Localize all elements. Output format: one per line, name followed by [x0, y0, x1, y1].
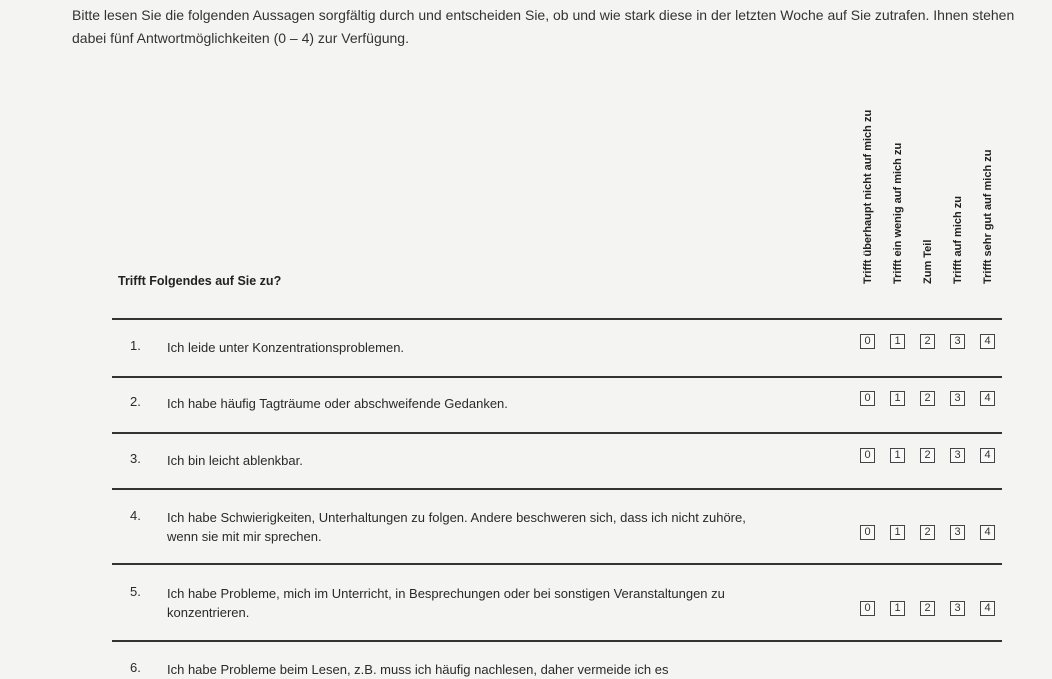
- column-header-1: Trifft ein wenig auf mich zu: [892, 142, 904, 284]
- question-header: Trifft Folgendes auf Sie zu?: [118, 274, 282, 288]
- item-text: Ich habe Probleme beim Lesen, z.B. muss …: [167, 662, 669, 677]
- answer-checkbox-2[interactable]: 2: [920, 391, 935, 406]
- answer-checkbox-4[interactable]: 4: [980, 334, 995, 349]
- answer-checkbox-2[interactable]: 2: [920, 601, 935, 616]
- answer-checkbox-4[interactable]: 4: [980, 391, 995, 406]
- answer-checkbox-3[interactable]: 3: [950, 601, 965, 616]
- item-number: 2.: [130, 394, 141, 409]
- answer-checkbox-0[interactable]: 0: [860, 391, 875, 406]
- divider: [112, 488, 1002, 490]
- answer-checkbox-3[interactable]: 3: [950, 391, 965, 406]
- answer-checkbox-0[interactable]: 0: [860, 525, 875, 540]
- item-text: Ich leide unter Konzentrationsproblemen.: [167, 340, 405, 355]
- answer-checkbox-2[interactable]: 2: [920, 448, 935, 463]
- answer-checkbox-0[interactable]: 0: [860, 448, 875, 463]
- answer-checkbox-0[interactable]: 0: [860, 601, 875, 616]
- answer-checkbox-3[interactable]: 3: [950, 334, 965, 349]
- item-text: Ich habe Schwierigkeiten, Unterhaltungen…: [167, 510, 746, 544]
- item-number: 1.: [130, 338, 141, 353]
- item-number: 3.: [130, 451, 141, 466]
- answer-checkbox-2[interactable]: 2: [920, 525, 935, 540]
- instructions: Bitte lesen Sie die folgenden Aussagen s…: [72, 7, 1015, 46]
- answer-checkbox-0[interactable]: 0: [860, 334, 875, 349]
- item-number: 6.: [130, 660, 141, 675]
- item-text: Ich habe häufig Tagträume oder abschweif…: [167, 396, 508, 411]
- divider: [112, 563, 1002, 565]
- answer-checkbox-3[interactable]: 3: [950, 525, 965, 540]
- divider: [112, 318, 1002, 320]
- divider: [112, 640, 1002, 642]
- answer-checkbox-4[interactable]: 4: [980, 601, 995, 616]
- column-header-3: Trifft auf mich zu: [952, 196, 964, 284]
- column-header-4: Trifft sehr gut auf mich zu: [982, 149, 994, 284]
- item-number: 4.: [130, 508, 141, 523]
- item-text: Ich bin leicht ablenkbar.: [167, 453, 303, 468]
- answer-checkbox-3[interactable]: 3: [950, 448, 965, 463]
- answer-checkbox-1[interactable]: 1: [890, 334, 905, 349]
- answer-checkbox-1[interactable]: 1: [890, 448, 905, 463]
- column-header-0: Trifft überhaupt nicht auf mich zu: [862, 109, 874, 284]
- divider: [112, 432, 1002, 434]
- item-text: Ich habe Probleme, mich im Unterricht, i…: [167, 586, 725, 620]
- divider: [112, 376, 1002, 378]
- answer-checkbox-4[interactable]: 4: [980, 448, 995, 463]
- column-header-2: Zum Teil: [922, 239, 934, 284]
- answer-checkbox-4[interactable]: 4: [980, 525, 995, 540]
- answer-checkbox-2[interactable]: 2: [920, 334, 935, 349]
- item-number: 5.: [130, 584, 141, 599]
- answer-checkbox-1[interactable]: 1: [890, 525, 905, 540]
- answer-checkbox-1[interactable]: 1: [890, 391, 905, 406]
- answer-checkbox-1[interactable]: 1: [890, 601, 905, 616]
